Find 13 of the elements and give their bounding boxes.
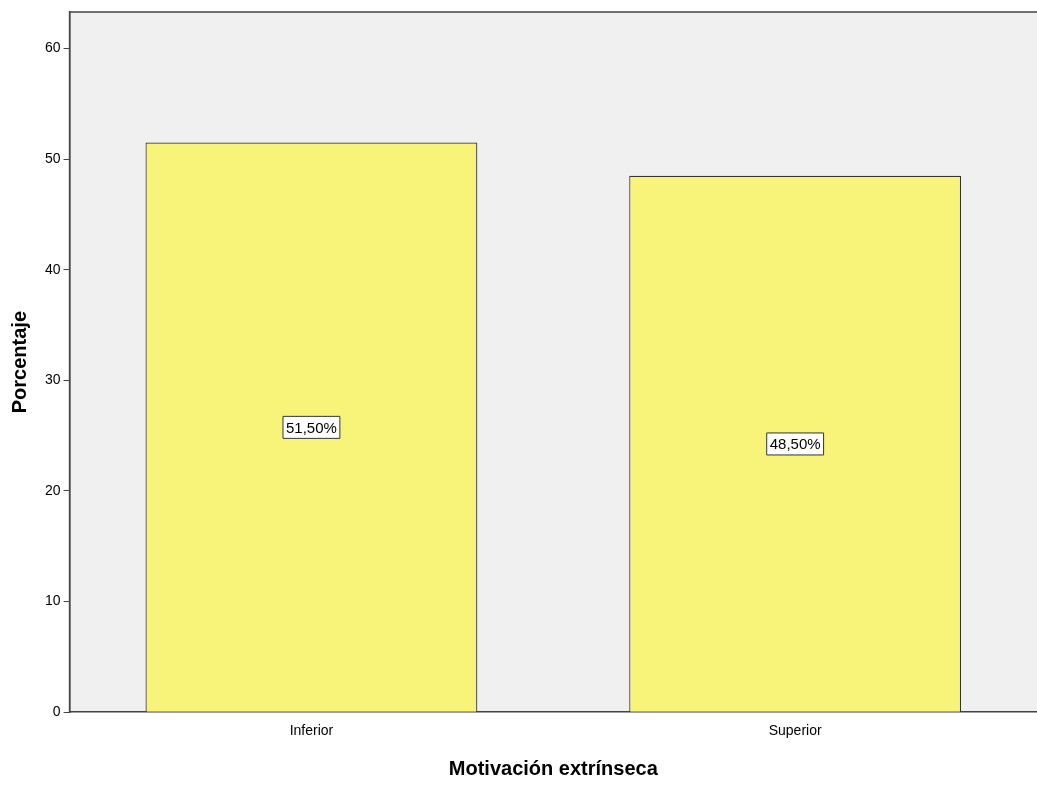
x-tick-label: Superior bbox=[768, 722, 822, 739]
y-tick-label: 20 bbox=[44, 481, 61, 498]
y-tick-label: 30 bbox=[44, 371, 61, 388]
data-label: 51,50% bbox=[285, 418, 337, 436]
y-tick-label: 10 bbox=[44, 592, 61, 609]
y-axis-title: Porcentaje bbox=[7, 310, 30, 414]
x-tick-label: Inferior bbox=[289, 722, 334, 739]
y-tick-label: 0 bbox=[52, 703, 61, 720]
data-label: 48,50% bbox=[769, 435, 821, 453]
y-tick-label: 50 bbox=[44, 149, 61, 166]
y-tick-label: 60 bbox=[44, 39, 61, 56]
x-axis-title: Motivación extrínseca bbox=[448, 756, 659, 779]
y-tick-label: 40 bbox=[44, 260, 61, 277]
